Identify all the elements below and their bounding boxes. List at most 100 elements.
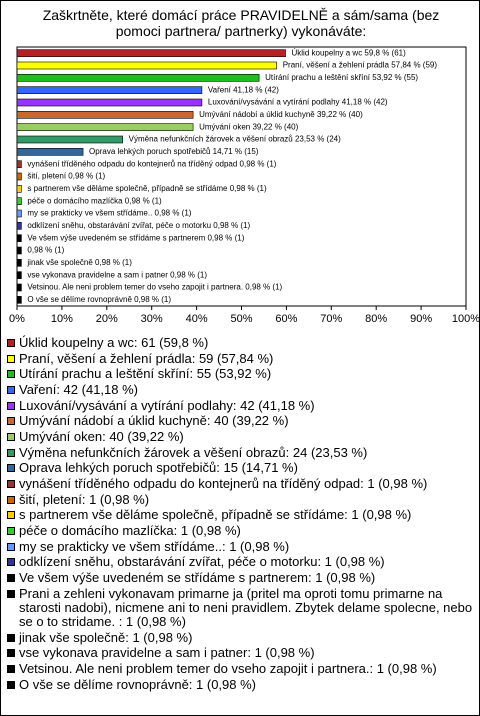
legend-swatch [7,589,15,598]
bar-label: 0,98 % (1) [27,246,64,255]
legend-label: jinak vše společně: 1 (0,98 %) [19,629,193,645]
legend-label: vse vykonava pravidelne a sam i patner: … [19,645,315,661]
legend-label: Praní, věšení a žehlení prádla: 59 (57,8… [19,350,274,366]
legend-swatch [7,385,15,394]
legend-item: Prani a zehleni vykonavam primarne ja (p… [7,586,473,630]
legend-swatch [7,338,15,347]
legend-swatch [7,542,15,551]
legend-label: Výměna nefunkčních žárovek a věšení obra… [19,444,368,460]
legend-item: Úklid koupelny a wc: 61 (59,8 %) [7,335,473,351]
legend-label: Úklid koupelny a wc: 61 (59,8 %) [19,334,209,350]
bar-label: Výměna nefunkčních žárovek a věšení obra… [129,135,341,144]
bar [16,271,22,279]
bar [16,74,260,82]
chart: 0% 10% 20% 30% 40% 50% 60% 70% 80% 90% 100% Úklid k… [9,46,479,325]
legend-label: my se prakticky ve všem střídáme..: 1 (0… [19,538,290,554]
x-tick-label: 30% [141,313,163,325]
legend-swatch [7,680,15,689]
bar-label: Umývání nádobí a úklid kuchyně 39,22 % (… [199,110,363,119]
x-tick-label: 100% [452,313,479,325]
legend-label: odklízení sněhu, obstarávání zvířat, péč… [19,554,385,570]
bar [16,296,22,304]
legend-swatch [7,354,15,363]
bar [16,123,194,131]
legend-item: vynášení tříděného odpadu do kontejnerů … [7,476,473,492]
x-tick-label: 50% [230,313,252,325]
x-tick-label: 20% [96,313,118,325]
legend-label: O vše se dělíme rovnoprávně: 1 (0,98 %) [19,676,257,692]
legend-label: Vetsinou. Ale neni problem temer do vseh… [19,660,437,676]
bar [16,160,22,168]
legend-label: Umývání oken: 40 (39,22 %) [19,428,184,444]
bar [16,234,22,242]
x-tick-label: 10% [51,313,73,325]
legend-item: odklízení sněhu, obstarávání zvířat, péč… [7,555,473,571]
x-tick-label: 40% [186,313,208,325]
legend-swatch [7,649,15,658]
legend-item: péče o domácího mazlíčka: 1 (0,98 %) [7,523,473,539]
legend-swatch [7,480,15,489]
bar-label: vse vykonava pravidelne a sam i patner 0… [27,270,207,279]
legend-label: vynášení tříděného odpadu do kontejnerů … [19,476,428,492]
legend-item: Umývání nádobí a úklid kuchyně: 40 (39,2… [7,413,473,429]
legend-item: Utírání prachu a leštění skříní: 55 (53,… [7,366,473,382]
legend-label: Oprava lehkých poruch spotřebičů: 15 (14… [19,460,298,476]
bar [16,197,22,205]
bar-label: Oprava lehkých poruch spotřebičů 14,71 %… [89,147,259,156]
bar [16,98,203,107]
bar [16,148,84,156]
legend-swatch [7,558,15,567]
legend-item: Vetsinou. Ale neni problem temer do vseh… [7,661,473,677]
bar [16,61,278,70]
legend-swatch [7,495,15,504]
legend-label: péče o domácího mazlíčka: 1 (0,98 %) [19,523,241,539]
legend-item: Vaření: 42 (41,18 %) [7,382,473,398]
legend-swatch [7,417,15,426]
bar-label: jinak vše společně 0,98 % (1) [26,258,132,267]
legend-item: Umývání oken: 40 (39,22 %) [7,429,473,445]
bar [16,185,22,193]
legend-item: my se prakticky ve všem střídáme..: 1 (0… [7,539,473,555]
bar-label: s partnerem vše děláme společně, případn… [27,184,267,193]
legend-swatch [7,574,15,583]
legend-item: šití, pletení: 1 (0,98 %) [7,492,473,508]
legend-item: vse vykonava pravidelne a sam i patner: … [7,645,473,661]
x-tick-label: 70% [320,313,342,325]
legend-swatch [7,448,15,457]
legend-label: Ve všem výše uvedeném se střídáme s part… [19,570,376,586]
bar-label: Vetsinou. Ale neni problem temer do vseh… [27,283,282,292]
bar-label: Úklid koupelny a wc 59,8 % (61) [292,48,407,57]
legend-label: Vaření: 42 (41,18 %) [19,381,138,397]
bar-label: Utírání prachu a leštění skříní 53,92 % … [265,73,418,82]
x-tick-label: 80% [365,313,387,325]
bar-label: O vše se dělíme rovnoprávně 0,98 % (1) [27,295,171,304]
bar-label: vynášení tříděného odpadu do kontejnerů … [27,159,276,168]
bar-label: péče o domácího mazlíčka 0,98 % (1) [27,196,162,205]
legend-label: šití, pletení: 1 (0,98 %) [19,491,150,507]
bar [16,209,22,218]
legend-item: Luxování/vysávání a vytírání podlahy: 42… [7,398,473,414]
legend: Úklid koupelny a wc: 61 (59,8 %) Praní, v… [7,335,473,692]
legend-swatch [7,464,15,473]
legend-label: Utírání prachu a leštění skříní: 55 (53,… [19,366,272,382]
bar [16,283,22,292]
bar [16,172,22,181]
bar-label: my se prakticky ve všem střídáme.. 0,98 … [27,209,191,218]
bar-label: Ve všem výše uvedeném se střídáme s part… [27,233,244,242]
bar-label: Umývání oken 39,22 % (40) [199,122,298,131]
legend-swatch [7,370,15,379]
legend-item: O vše se dělíme rovnoprávně: 1 (0,98 %) [7,677,473,693]
bar-label: šití, pletení 0,98 % (1) [27,172,105,181]
legend-label: Umývání nádobí a úklid kuchyně: 40 (39,2… [19,413,289,429]
legend-swatch [7,527,15,536]
bar-label: Luxování/vysávání a vytírání podlahy 41,… [208,98,388,107]
legend-item: Oprava lehkých poruch spotřebičů: 15 (14… [7,461,473,477]
legend-swatch [7,401,15,410]
legend-item: jinak vše společně: 1 (0,98 %) [7,630,473,646]
legend-item: Výměna nefunkčních žárovek a věšení obra… [7,445,473,461]
bar [16,259,22,267]
x-tick-label: 0% [9,313,25,325]
legend-swatch [7,511,15,520]
legend-swatch [7,432,15,441]
